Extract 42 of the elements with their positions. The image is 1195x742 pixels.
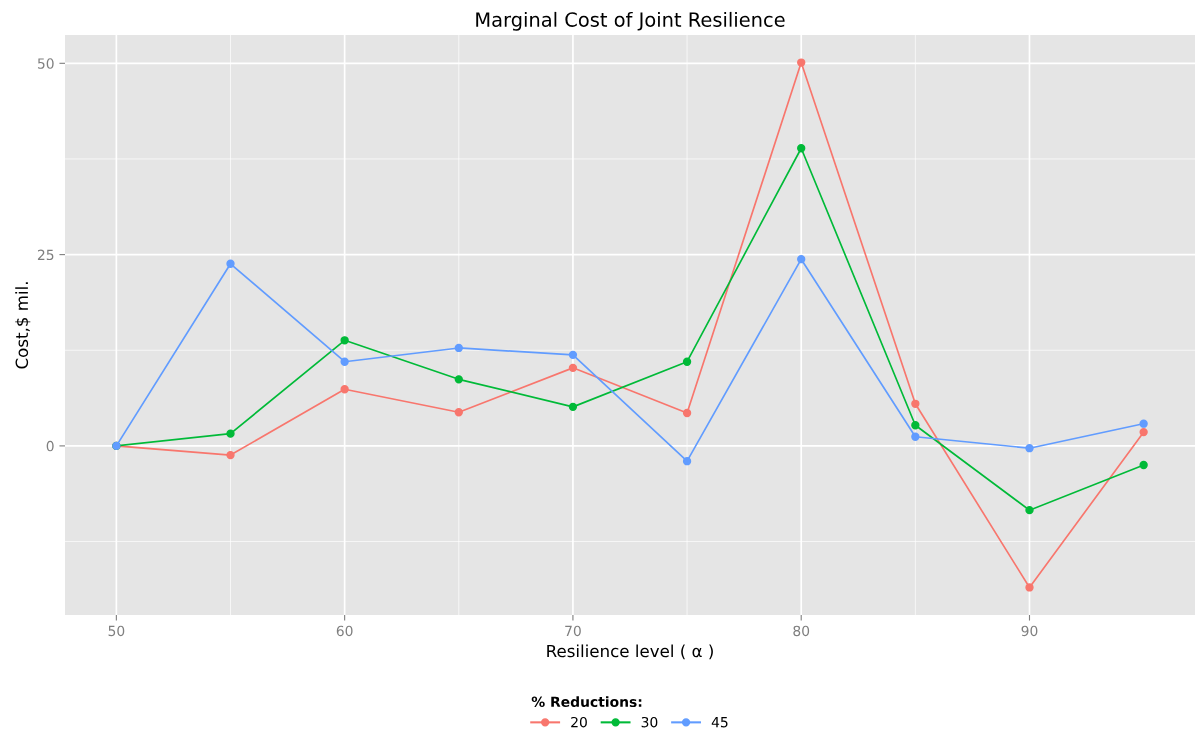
- y-tick-label: 50: [37, 58, 54, 69]
- point: [568, 402, 578, 412]
- x-tick-label: 90: [1021, 625, 1038, 637]
- point: [226, 429, 235, 438]
- y-axis-title: Cost,$ mil.: [15, 282, 31, 369]
- point: [682, 408, 692, 418]
- point: [226, 450, 235, 460]
- point: [340, 357, 349, 366]
- point: [911, 399, 920, 408]
- x-tick-label: 60: [336, 625, 353, 637]
- point: [454, 343, 463, 353]
- y-tick-label: 0: [46, 440, 54, 452]
- point: [797, 58, 806, 67]
- point: [340, 336, 349, 345]
- point: [911, 421, 920, 430]
- point: [454, 375, 463, 384]
- point: [797, 255, 806, 264]
- point: [682, 357, 692, 366]
- point: [1025, 506, 1034, 515]
- y-tick-label: 25: [37, 249, 54, 261]
- point: [911, 432, 920, 441]
- x-tick-label: 70: [565, 625, 581, 637]
- x-axis-title: Resilience level ( α ): [547, 644, 713, 660]
- legend-label: 45: [711, 717, 728, 728]
- point: [1025, 444, 1034, 453]
- point: [454, 408, 463, 417]
- point: [226, 259, 235, 268]
- point: [682, 457, 692, 466]
- x-tick-label: 80: [793, 625, 810, 637]
- chart-title: Marginal Cost of Joint Resilience: [476, 11, 785, 31]
- legend-label: 20: [571, 716, 587, 728]
- point: [340, 385, 349, 394]
- point: [1139, 419, 1148, 428]
- point: [1139, 427, 1148, 437]
- point: [568, 350, 578, 360]
- point: [1139, 460, 1148, 470]
- legend-title: % Reductions:: [531, 696, 642, 708]
- legend-label: 30: [641, 716, 658, 728]
- point: [1025, 583, 1034, 592]
- point: [568, 363, 578, 373]
- point: [797, 144, 806, 153]
- x-tick-label: 50: [108, 625, 125, 637]
